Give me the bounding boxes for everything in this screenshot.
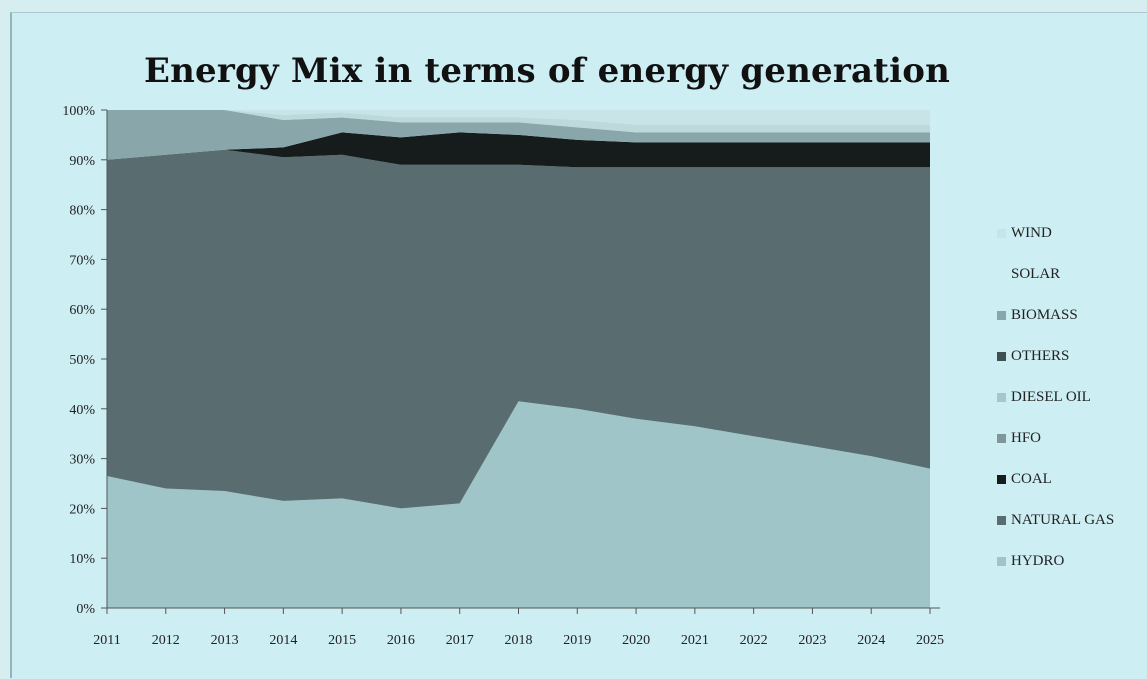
area-wind (107, 110, 930, 125)
x-tick-label: 2011 (93, 633, 120, 648)
chart-title: Energy Mix in terms of energy generation (143, 51, 950, 91)
legend-item-hfo: HFO (997, 418, 1147, 459)
legend-label: NATURAL GAS (1011, 512, 1115, 528)
area-chart: 0% 10% 20% 30% 40% 50% 60% 70% 80% 90% 100% 2011 201… (62, 104, 944, 648)
y-tick-label: 20% (69, 502, 95, 517)
chart-frame: Energy Mix in terms of energy generation… (10, 12, 1147, 678)
x-tick-label: 2020 (622, 633, 650, 648)
legend-label: HFO (1011, 430, 1042, 446)
area-hydro (107, 401, 930, 608)
y-tick-label: 80% (69, 204, 95, 219)
legend-label: COAL (1011, 471, 1052, 487)
y-tick-label: 50% (69, 353, 95, 368)
y-tick-label: 0% (76, 602, 95, 617)
y-tick-label: 70% (69, 253, 95, 268)
area-biomass (107, 110, 930, 160)
y-tick-label: 10% (69, 552, 95, 567)
y-tick-label: 100% (62, 104, 95, 119)
legend-swatch (997, 557, 1006, 566)
area-solar (107, 110, 930, 133)
y-tick-label: 60% (69, 303, 95, 318)
legend-item-natural-gas: NATURAL GAS (997, 500, 1147, 541)
legend-swatch (997, 229, 1006, 238)
x-tick-label: 2014 (269, 633, 297, 648)
x-tick-label: 2012 (152, 633, 180, 648)
legend-item-diesel-oil: DIESEL OIL (997, 377, 1147, 418)
legend-item-solar: SOLAR (997, 254, 1147, 295)
legend-item-wind: WIND (997, 213, 1147, 254)
legend: WIND SOLAR BIOMASS OTHERS DIESEL OIL HFO COAL N… (997, 213, 1147, 582)
legend-swatch (997, 475, 1006, 484)
x-tick-label: 2022 (740, 633, 768, 648)
area-coal (107, 132, 930, 168)
x-tick-label: 2015 (328, 633, 356, 648)
legend-label: OTHERS (1011, 348, 1070, 364)
x-tick-label: 2023 (798, 633, 826, 648)
y-tick-label: 90% (69, 154, 95, 169)
x-tick-label: 2018 (505, 633, 533, 648)
x-tick-label: 2017 (446, 633, 474, 648)
legend-label: WIND (1011, 225, 1052, 241)
x-tick-label: 2019 (563, 633, 591, 648)
legend-swatch (997, 352, 1006, 361)
legend-swatch (997, 516, 1006, 525)
x-tick-label: 2016 (387, 633, 415, 648)
legend-label: DIESEL OIL (1011, 389, 1091, 405)
x-tick-label: 2013 (211, 633, 239, 648)
x-tick-label: 2024 (857, 633, 885, 648)
y-tick-label: 30% (69, 453, 95, 468)
legend-label: HYDRO (1011, 553, 1065, 569)
x-tick-label: 2021 (681, 633, 709, 648)
legend-item-hydro: HYDRO (997, 541, 1147, 582)
legend-swatch (997, 434, 1006, 443)
legend-item-coal: COAL (997, 459, 1147, 500)
legend-swatch (997, 270, 1006, 279)
legend-swatch (997, 393, 1006, 402)
x-tick-label: 2025 (916, 633, 944, 648)
legend-label: SOLAR (1011, 266, 1061, 282)
legend-label: BIOMASS (1011, 307, 1078, 323)
legend-swatch (997, 311, 1006, 320)
legend-item-biomass: BIOMASS (997, 295, 1147, 336)
legend-item-others: OTHERS (997, 336, 1147, 377)
area-natural-gas (107, 149, 930, 509)
y-tick-label: 40% (69, 403, 95, 418)
